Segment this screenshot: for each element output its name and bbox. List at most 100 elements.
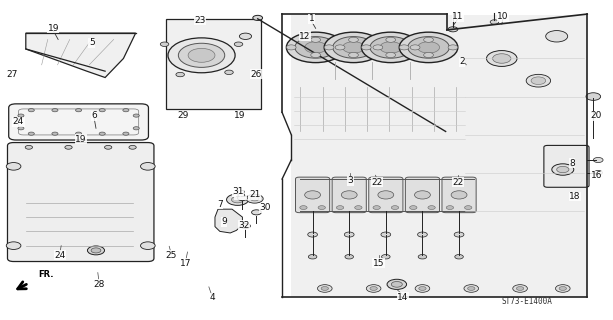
Circle shape (362, 32, 420, 63)
Circle shape (448, 45, 458, 50)
Circle shape (140, 242, 155, 250)
Text: 29: 29 (178, 111, 189, 120)
Circle shape (176, 72, 185, 77)
Circle shape (133, 127, 139, 130)
Circle shape (559, 287, 566, 290)
Circle shape (225, 70, 234, 75)
Polygon shape (215, 209, 242, 233)
Text: 30: 30 (259, 203, 271, 212)
Circle shape (234, 42, 243, 46)
Circle shape (311, 37, 321, 42)
Circle shape (586, 93, 601, 100)
Circle shape (308, 254, 317, 259)
Text: FR.: FR. (39, 270, 54, 279)
Text: 16: 16 (590, 172, 602, 180)
Circle shape (343, 42, 365, 53)
FancyBboxPatch shape (9, 104, 148, 140)
Circle shape (52, 132, 58, 135)
Circle shape (88, 246, 104, 255)
Circle shape (552, 164, 574, 175)
Circle shape (410, 45, 420, 50)
Circle shape (123, 132, 129, 135)
Circle shape (321, 287, 329, 290)
Circle shape (25, 145, 32, 149)
Circle shape (381, 232, 390, 237)
Circle shape (324, 32, 383, 63)
Circle shape (381, 254, 390, 259)
Circle shape (349, 52, 359, 58)
Circle shape (318, 285, 332, 292)
Circle shape (424, 52, 433, 58)
Circle shape (311, 52, 321, 58)
Circle shape (414, 191, 430, 199)
Circle shape (178, 43, 225, 68)
Text: 7: 7 (217, 200, 223, 209)
Text: 19: 19 (48, 24, 59, 33)
Circle shape (286, 32, 345, 63)
Circle shape (246, 194, 263, 203)
Circle shape (526, 74, 550, 87)
Circle shape (386, 52, 395, 58)
Text: 17: 17 (180, 259, 191, 268)
Circle shape (6, 163, 21, 170)
FancyBboxPatch shape (295, 177, 330, 213)
Circle shape (75, 108, 82, 112)
Circle shape (335, 45, 345, 50)
Circle shape (594, 171, 603, 175)
Circle shape (239, 33, 251, 39)
Circle shape (253, 15, 262, 20)
Circle shape (140, 163, 155, 170)
Circle shape (370, 36, 411, 58)
Circle shape (65, 145, 72, 149)
Text: ST73-E1400A: ST73-E1400A (502, 297, 553, 306)
Circle shape (417, 42, 440, 53)
Circle shape (454, 232, 464, 237)
Circle shape (28, 108, 34, 112)
FancyBboxPatch shape (544, 145, 589, 187)
Circle shape (188, 48, 215, 62)
Circle shape (251, 210, 261, 215)
Circle shape (227, 194, 248, 205)
Text: 31: 31 (232, 187, 244, 196)
Circle shape (99, 132, 105, 135)
Text: 22: 22 (452, 178, 463, 187)
Circle shape (373, 206, 380, 210)
Circle shape (465, 206, 472, 210)
Text: 3: 3 (348, 176, 353, 185)
Text: 18: 18 (569, 192, 581, 201)
Circle shape (593, 157, 603, 163)
Text: 25: 25 (166, 251, 177, 260)
Circle shape (557, 166, 569, 173)
Circle shape (123, 108, 129, 112)
Circle shape (468, 287, 475, 290)
Circle shape (349, 37, 359, 42)
Circle shape (531, 77, 546, 84)
Circle shape (160, 42, 169, 46)
FancyBboxPatch shape (369, 177, 403, 213)
Circle shape (305, 42, 327, 53)
Circle shape (333, 36, 374, 58)
Circle shape (448, 27, 458, 32)
Polygon shape (26, 33, 135, 77)
Circle shape (408, 36, 449, 58)
Circle shape (387, 279, 406, 289)
Circle shape (399, 45, 409, 50)
Text: 19: 19 (234, 111, 245, 120)
Circle shape (417, 232, 427, 237)
Circle shape (512, 285, 527, 292)
Circle shape (493, 54, 511, 63)
Circle shape (391, 282, 402, 287)
Text: 24: 24 (13, 117, 24, 126)
Circle shape (373, 45, 383, 50)
Circle shape (305, 191, 321, 199)
Text: 4: 4 (209, 293, 215, 302)
Circle shape (355, 206, 362, 210)
Bar (291, 15, 587, 297)
Circle shape (378, 191, 394, 199)
Circle shape (464, 285, 479, 292)
Circle shape (345, 254, 354, 259)
Circle shape (415, 285, 430, 292)
Circle shape (391, 206, 398, 210)
Text: 23: 23 (194, 16, 205, 25)
Circle shape (409, 206, 417, 210)
